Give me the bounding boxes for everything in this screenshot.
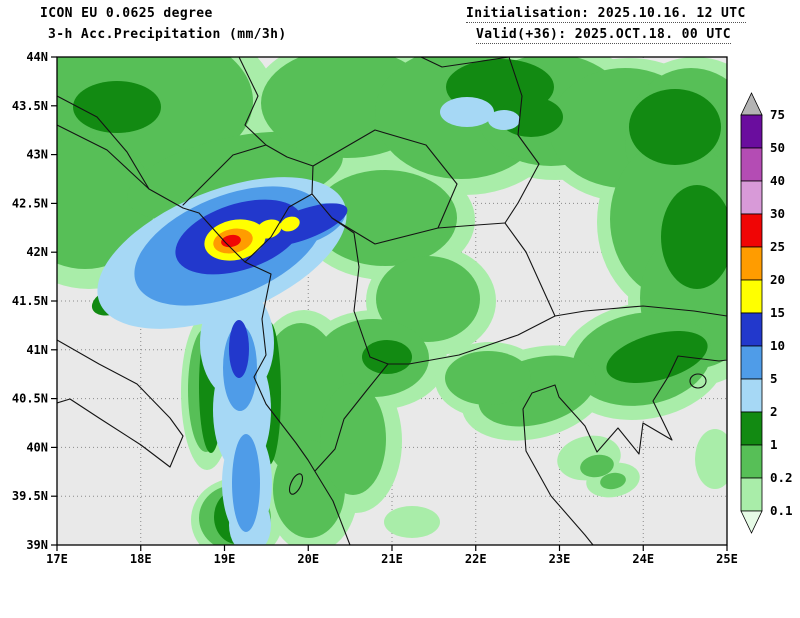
colorbar-cell [741,181,762,214]
x-tick-label: 19E [214,552,236,566]
colorbar-label: 5 [770,371,778,386]
colorbar-cell [741,379,762,412]
x-tick-label: 17E [46,552,68,566]
colorbar-label: 25 [770,239,785,254]
y-tick-label: 41N [26,343,48,357]
colorbar-cell [741,313,762,346]
precipitation-map: 17E 18E 19E 20E 21E 22E 23E 24E 25E 44N 43.5N 43N 42… [0,0,800,618]
colorbar-cell [741,445,762,478]
y-tick-label: 44N [26,50,48,64]
colorbar-cell [741,478,762,511]
colorbar-cell [741,346,762,379]
colorbar-label: 30 [770,206,785,221]
x-tick-label: 25E [716,552,738,566]
y-tick-label: 40.5N [12,392,48,406]
y-tick-label: 43.5N [12,99,48,113]
colorbar-label: 50 [770,140,785,155]
y-tick-label: 40N [26,440,48,454]
x-tick-label: 22E [465,552,487,566]
colorbar-label: 1 [770,437,778,452]
colorbar-bottom-triangle [741,511,762,533]
colorbar-label: 15 [770,305,785,320]
y-tick-label: 43N [26,148,48,162]
colorbar-top-triangle [741,93,762,115]
y-tick-label: 39.5N [12,489,48,503]
y-tick-label: 39N [26,538,48,552]
x-tick-label: 21E [381,552,403,566]
colorbar-label: 75 [770,107,785,122]
x-tick-label: 24E [632,552,654,566]
colorbar-label: 20 [770,272,785,287]
colorbar-label: 2 [770,404,778,419]
colorbar-label: 0.2 [770,470,793,485]
colorbar-label: 0.1 [770,503,793,518]
y-tick-label: 42N [26,245,48,259]
colorbar-cell [741,115,762,148]
map-area [1,13,777,562]
x-tick-label: 20E [297,552,319,566]
colorbar-cell [741,280,762,313]
colorbar-cell [741,148,762,181]
y-tick-label: 41.5N [12,294,48,308]
y-tick-label: 42.5N [12,196,48,210]
colorbar-legend: 75 50 40 30 25 20 15 10 5 2 1 0.2 0.1 [741,93,793,533]
colorbar-cell [741,412,762,445]
colorbar-cell [741,247,762,280]
colorbar-cell [741,214,762,247]
colorbar-label: 40 [770,173,785,188]
x-tick-label: 23E [549,552,571,566]
x-tick-label: 18E [130,552,152,566]
colorbar-label: 10 [770,338,785,353]
weather-chart-page: { "header": { "model_line": "ICON EU 0.0… [0,0,800,618]
